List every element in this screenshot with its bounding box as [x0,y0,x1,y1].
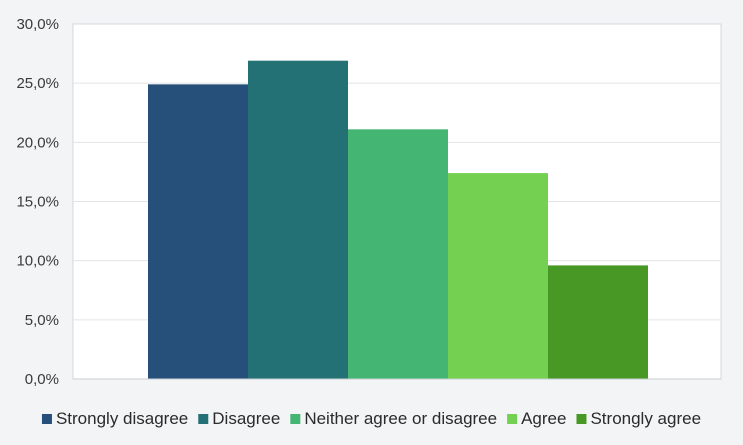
bar-agree [448,173,548,379]
bars [148,60,648,379]
legend-item: Neither agree or disagree [290,409,497,428]
legend-item: Agree [507,409,566,428]
legend: Strongly disagree Disagree Neither agree o… [41,409,701,428]
y-tick-label: 15,0% [16,194,59,211]
bar-strongly-agree [548,265,648,379]
legend-swatch [290,414,301,424]
legend-label: Disagree [212,409,280,428]
legend-label: Agree [521,409,566,428]
y-tick-label: 5,0% [25,312,59,329]
bar-disagree [248,60,348,379]
legend-label: Neither agree or disagree [304,409,497,428]
y-tick-label: 10,0% [16,253,59,270]
legend-item: Strongly disagree [41,409,188,428]
y-tick-label: 20,0% [16,134,59,151]
legend-swatch [41,414,52,424]
y-tick-label: 25,0% [16,75,59,92]
legend-label: Strongly agree [590,409,701,428]
y-tick-label: 30,0% [16,16,59,33]
bar-neither-agree-or-disagree [348,129,448,379]
y-axis-tick-labels: 0,0% 5,0% 10,0% 15,0% 20,0% 25,0% 30,0% [16,16,59,388]
legend-label: Strongly disagree [56,409,188,428]
legend-swatch [576,414,587,424]
legend-item: Strongly agree [576,409,701,428]
legend-swatch [198,414,209,424]
legend-swatch [507,414,518,424]
y-tick-label: 0,0% [25,371,59,388]
legend-item: Disagree [198,409,280,428]
bar-strongly-disagree [148,84,248,379]
